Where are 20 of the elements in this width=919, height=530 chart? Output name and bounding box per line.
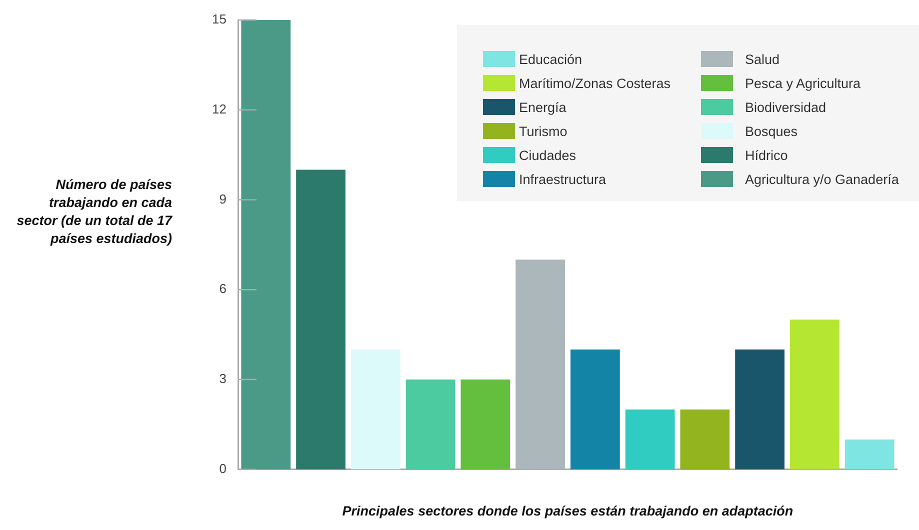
legend-label: Educación: [519, 52, 582, 66]
y-tick-label: 0: [219, 460, 226, 476]
x-axis-title: Principales sectores donde los países están trabajando en adaptación: [342, 504, 794, 519]
y-axis-title: Número de países trabajando en cada sector (de un total de 17 países estudiados): [16, 176, 172, 248]
legend-label: Marítimo/Zonas Costeras: [519, 76, 671, 90]
legend-label: Turismo: [519, 124, 568, 138]
y-tick-label: 15: [212, 12, 226, 27]
legend-label: Biodiversidad: [745, 100, 826, 114]
y-tick-label: 9: [219, 191, 226, 206]
y-tick-label: 3: [219, 371, 226, 386]
legend-label: Pesca y Agricultura: [745, 76, 861, 90]
y-tick-label: 6: [219, 281, 226, 296]
legend-label: Infraestructura: [519, 172, 606, 186]
legend-label: Energía: [519, 100, 566, 114]
legend-label: Ciudades: [519, 148, 576, 162]
y-tick-label: 12: [212, 101, 226, 116]
legend-label: Salud: [745, 52, 780, 66]
legend-label: Hídrico: [745, 148, 788, 162]
legend-label: Agricultura y/o Ganadería: [745, 172, 899, 186]
legend-label: Bosques: [745, 124, 798, 138]
